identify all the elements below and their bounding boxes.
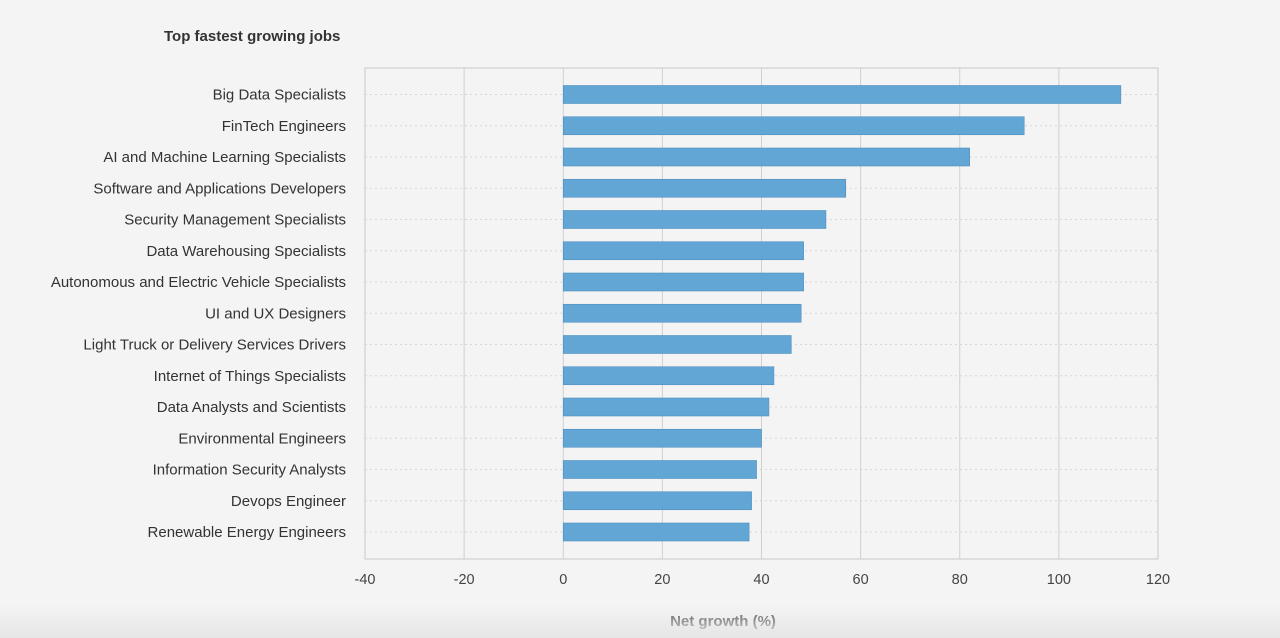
- bar: [562, 491, 752, 511]
- category-label: Software and Applications Developers: [93, 180, 346, 197]
- category-labels: Big Data Specialists FinTech Engineers AI …: [51, 87, 346, 542]
- x-axis-title: Net growth (%): [670, 613, 776, 630]
- bars: [562, 85, 1122, 542]
- category-label: Renewable Energy Engineers: [148, 524, 346, 541]
- x-tick-label: -20: [454, 572, 475, 588]
- x-tick-label: 100: [1047, 572, 1071, 588]
- category-label: AI and Machine Learning Specialists: [103, 149, 346, 166]
- bar: [562, 116, 1025, 136]
- bar: [562, 147, 970, 167]
- x-tick-label: 0: [559, 572, 567, 588]
- x-tick-label: 40: [753, 572, 769, 588]
- category-label: UI and UX Designers: [205, 305, 346, 322]
- category-label: Environmental Engineers: [178, 430, 346, 447]
- category-label: Light Truck or Delivery Services Drivers: [83, 337, 346, 354]
- bar: [562, 335, 792, 354]
- category-label: Data Analysts and Scientists: [157, 399, 346, 416]
- bar: [562, 522, 750, 542]
- bar: [562, 428, 762, 448]
- category-label: Devops Engineer: [231, 493, 346, 510]
- category-label: Autonomous and Electric Vehicle Speciali…: [51, 274, 346, 291]
- category-label: Internet of Things Specialists: [154, 368, 346, 385]
- bar: [562, 272, 804, 292]
- x-tick-label: 80: [952, 572, 968, 588]
- bar: [562, 210, 827, 229]
- category-label: FinTech Engineers: [222, 118, 346, 135]
- bar: [562, 85, 1122, 104]
- bar: [562, 241, 804, 261]
- category-label: Big Data Specialists: [213, 87, 346, 104]
- bar: [562, 303, 802, 323]
- bar: [562, 178, 847, 198]
- bar: [562, 397, 770, 417]
- bar: [562, 366, 775, 386]
- x-tick-label: 60: [853, 572, 869, 588]
- category-label: Data Warehousing Specialists: [146, 243, 346, 260]
- category-label: Information Security Analysts: [153, 462, 346, 479]
- category-label: Security Management Specialists: [124, 212, 346, 229]
- x-tick-label: 120: [1146, 572, 1170, 588]
- bar: [562, 460, 757, 479]
- x-tick-label: -40: [355, 572, 376, 588]
- x-tick-labels: -40 -20 0 20 40 60 80 100 120: [355, 572, 1171, 588]
- x-tick-label: 20: [654, 572, 670, 588]
- chart-title: Top fastest growing jobs: [164, 28, 341, 45]
